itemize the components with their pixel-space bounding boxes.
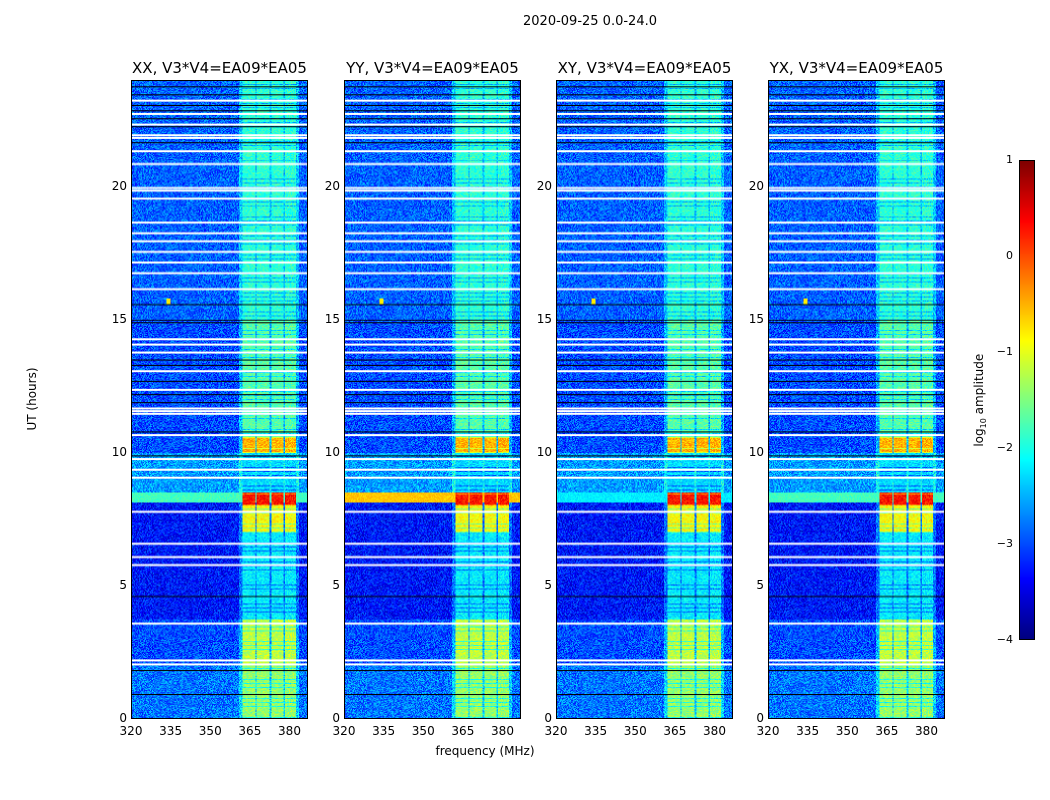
y-tick-label: 10 xyxy=(324,444,340,459)
y-tick-label: 0 xyxy=(332,711,340,725)
x-tick-label: 335 xyxy=(796,724,820,738)
panel-title: XY, V3*V4=EA09*EA05 xyxy=(557,59,732,77)
y-tick-label: 0 xyxy=(756,711,764,725)
panel-title: YX, V3*V4=EA09*EA05 xyxy=(769,59,944,77)
x-tick-label: 335 xyxy=(372,724,396,738)
heatmap-image xyxy=(345,81,520,718)
panel-title: XX, V3*V4=EA09*EA05 xyxy=(132,59,307,77)
y-tick-label: 5 xyxy=(332,577,340,592)
y-tick-label: 0 xyxy=(119,711,127,725)
x-tick-label: 365 xyxy=(238,724,262,738)
x-axis-label: frequency (MHz) xyxy=(435,744,535,758)
heatmap-panel xyxy=(131,80,308,719)
y-tick-label: 0 xyxy=(544,711,552,725)
x-tick-label: 320 xyxy=(119,724,143,738)
heatmap-image xyxy=(132,81,307,718)
y-tick-label: 10 xyxy=(748,444,764,459)
x-tick-label: 320 xyxy=(544,724,568,738)
x-tick-label: 320 xyxy=(756,724,780,738)
y-tick-label: 5 xyxy=(544,577,552,592)
panel-title: YY, V3*V4=EA09*EA05 xyxy=(346,59,519,77)
y-tick-label: 20 xyxy=(324,178,340,193)
x-tick-label: 335 xyxy=(584,724,608,738)
heatmap-panel xyxy=(344,80,521,719)
y-tick-label: 20 xyxy=(111,178,127,193)
x-tick-label: 380 xyxy=(703,724,726,738)
colorbar-tick-label: 0 xyxy=(1006,249,1013,262)
y-tick-label: 5 xyxy=(119,577,127,592)
colorbar-tick-label: −2 xyxy=(996,441,1013,454)
y-tick-label: 10 xyxy=(111,444,127,459)
y-tick-label: 10 xyxy=(536,444,552,459)
y-tick-label: 15 xyxy=(324,311,340,326)
heatmap-panel xyxy=(556,80,733,719)
heatmap-image xyxy=(557,81,732,718)
heatmap-panel xyxy=(768,80,945,719)
x-tick-label: 350 xyxy=(623,724,647,738)
colorbar-tick-label: −1 xyxy=(996,345,1013,358)
x-tick-label: 380 xyxy=(278,724,301,738)
y-tick-label: 15 xyxy=(748,311,764,326)
x-tick-label: 350 xyxy=(411,724,435,738)
colorbar-tick-label: 1 xyxy=(1006,153,1013,166)
colorbar-tick-label: −4 xyxy=(996,633,1013,646)
x-tick-label: 335 xyxy=(159,724,183,738)
colorbar-label: log10 amplitude xyxy=(971,353,989,447)
y-tick-label: 15 xyxy=(536,311,552,326)
x-tick-label: 380 xyxy=(491,724,514,738)
x-tick-label: 350 xyxy=(198,724,222,738)
x-tick-label: 350 xyxy=(835,724,859,738)
x-tick-label: 365 xyxy=(663,724,687,738)
colorbar-tick-label: −3 xyxy=(996,537,1013,550)
y-tick-label: 5 xyxy=(756,577,764,592)
heatmap-image xyxy=(769,81,944,718)
y-tick-label: 20 xyxy=(748,178,764,193)
colorbar xyxy=(1019,160,1035,640)
figure-title: 2020-09-25 0.0-24.0 xyxy=(523,14,657,29)
y-tick-label: 20 xyxy=(536,178,552,193)
x-tick-label: 320 xyxy=(332,724,356,738)
x-tick-label: 365 xyxy=(875,724,899,738)
x-tick-label: 380 xyxy=(915,724,938,738)
y-axis-label: UT (hours) xyxy=(25,367,39,431)
y-tick-label: 15 xyxy=(111,311,127,326)
x-tick-label: 365 xyxy=(451,724,475,738)
